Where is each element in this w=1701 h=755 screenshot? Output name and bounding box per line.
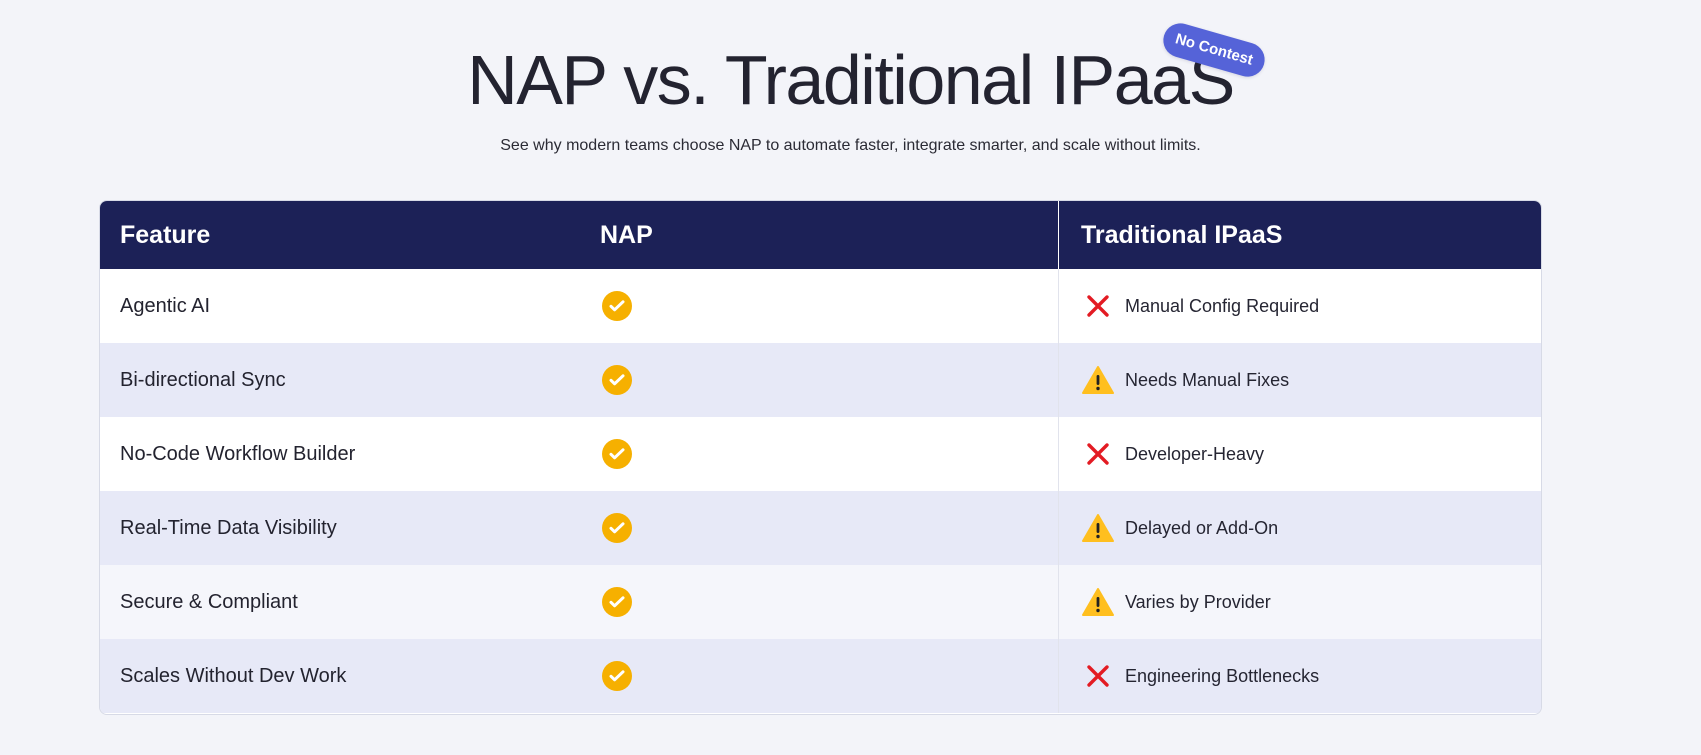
nap-column-header: NAP — [580, 201, 1059, 269]
traditional-status-text: Developer-Heavy — [1125, 443, 1265, 464]
table-row: Real-Time Data Visibility Delayed or Add… — [100, 491, 1541, 565]
table-header-row: Feature NAP Traditional IPaaS — [100, 201, 1541, 269]
page-title: NAP vs. Traditional IPaaS — [467, 41, 1235, 119]
traditional-status-text: Manual Config Required — [1125, 295, 1320, 316]
warning-icon — [1081, 363, 1115, 397]
x-icon — [1081, 659, 1115, 693]
table-row: No-Code Workflow Builder Developer-Heavy — [100, 417, 1541, 491]
comparison-table: Feature NAP Traditional IPaaS Agentic AI… — [99, 200, 1542, 715]
feature-label: Secure & Compliant — [120, 590, 298, 613]
check-icon — [602, 291, 632, 321]
title-wrapper: NAP vs. Traditional IPaaS — [0, 40, 1701, 120]
traditional-status-text: Engineering Bottlenecks — [1125, 665, 1320, 686]
x-icon — [1081, 289, 1115, 323]
feature-label: Scales Without Dev Work — [120, 664, 347, 687]
table-row: Bi-directional Sync Needs Manual Fixes — [100, 343, 1541, 417]
feature-label: Real-Time Data Visibility — [120, 516, 337, 539]
check-icon — [602, 365, 632, 395]
feature-column-header: Feature — [120, 220, 211, 249]
warning-icon — [1081, 585, 1115, 619]
table-row: Secure & Compliant Varies by Provider — [100, 565, 1541, 639]
traditional-status-text: Needs Manual Fixes — [1125, 369, 1290, 390]
warning-icon — [1081, 511, 1115, 545]
check-icon — [602, 513, 632, 543]
x-icon — [1081, 437, 1115, 471]
check-icon — [602, 661, 632, 691]
traditional-status-text: Varies by Provider — [1125, 591, 1271, 612]
check-icon — [602, 587, 632, 617]
check-icon — [602, 439, 632, 469]
feature-label: No-Code Workflow Builder — [120, 442, 356, 465]
traditional-status-text: Delayed or Add-On — [1125, 517, 1279, 538]
feature-label: Agentic AI — [120, 294, 211, 317]
page-subtitle: See why modern teams choose NAP to autom… — [500, 137, 1201, 154]
table-row: Agentic AI Manual Config Required — [100, 269, 1541, 343]
traditional-ipaas-column-header: Traditional IPaaS — [1081, 220, 1283, 249]
feature-label: Bi-directional Sync — [120, 368, 286, 391]
table-row: Scales Without Dev Work Engineering Bott… — [100, 639, 1541, 713]
hero-section: NAP vs. Traditional IPaaS No Contest See… — [0, 0, 1701, 180]
